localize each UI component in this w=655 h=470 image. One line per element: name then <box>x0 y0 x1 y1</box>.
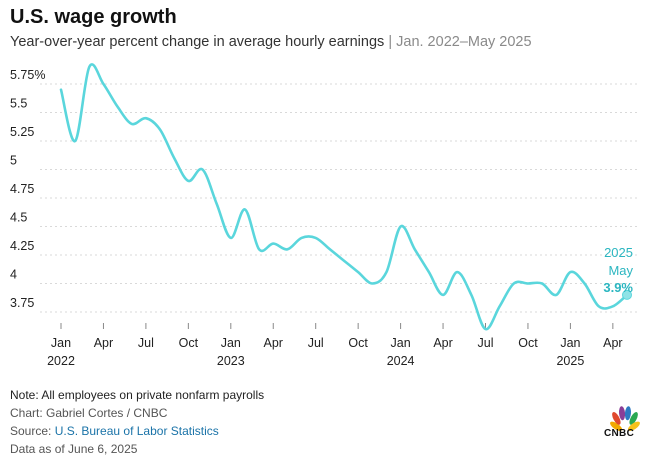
y-tick-label: 4 <box>10 268 17 282</box>
x-tick-month: Oct <box>518 336 538 350</box>
x-tick-month: Apr <box>603 336 622 350</box>
chart-subtitle: Year-over-year percent change in average… <box>10 34 532 50</box>
line-chart: 5.75% 5.5 5.25 5 4.75 4.5 4.25 4 3.75 Jan 2022 Apr… <box>10 63 640 368</box>
peacock-logo-icon <box>610 406 640 432</box>
y-axis-ticks: 5.75% 5.5 5.25 5 4.75 4.5 4.25 4 3.75 <box>10 68 45 310</box>
source-prefix: Source: <box>10 424 52 438</box>
x-axis-ticks: Jan 2022 Apr Jul Oct Jan 2023 Apr Jul Oct Jan 2024 A… <box>47 323 623 368</box>
footnote: Note: All employees on private nonfarm p… <box>10 388 265 402</box>
x-tick-month: Apr <box>264 336 283 350</box>
y-tick-label: 4.25 <box>10 239 34 253</box>
x-tick-month: Jul <box>138 336 154 350</box>
logo-wordmark: CNBC <box>604 428 635 439</box>
x-tick-month: Jul <box>478 336 494 350</box>
series-line <box>59 63 629 331</box>
annotation-value: 3.9% <box>603 280 633 295</box>
end-annotation: 2025 May 3.9% <box>603 245 633 295</box>
y-tick-label: 5.25 <box>10 125 34 139</box>
gridlines <box>40 83 640 313</box>
x-tick-month: Apr <box>94 336 113 350</box>
y-tick-label: 3.75 <box>10 296 34 310</box>
x-tick-month: Jan <box>560 336 580 350</box>
series-line-layer <box>59 63 632 331</box>
annotation-year: 2025 <box>604 245 633 260</box>
subtitle-date-range: Jan. 2022–May 2025 <box>396 34 532 50</box>
x-tick-month: Jan <box>51 336 71 350</box>
y-tick-label: 5.75% <box>10 68 45 82</box>
subtitle-separator: | <box>388 34 393 50</box>
annotation-month: May <box>608 263 633 278</box>
y-tick-label: 4.75 <box>10 182 34 196</box>
source-line: Source: U.S. Bureau of Labor Statistics <box>10 424 219 438</box>
chart-title: U.S. wage growth <box>10 6 177 28</box>
x-tick-month: Jul <box>308 336 324 350</box>
x-tick-year: 2025 <box>556 354 584 368</box>
x-tick-year: 2024 <box>387 354 415 368</box>
x-tick-month: Jan <box>391 336 411 350</box>
x-tick-month: Apr <box>433 336 452 350</box>
subtitle-text: Year-over-year percent change in average… <box>10 34 385 50</box>
y-tick-label: 4.5 <box>10 211 27 225</box>
y-tick-label: 5.5 <box>10 97 27 111</box>
x-tick-month: Jan <box>221 336 241 350</box>
y-tick-label: 5 <box>10 154 17 168</box>
x-tick-year: 2023 <box>217 354 245 368</box>
x-tick-month: Oct <box>179 336 199 350</box>
x-tick-year: 2022 <box>47 354 75 368</box>
x-tick-month: Oct <box>348 336 368 350</box>
source-link[interactable]: U.S. Bureau of Labor Statistics <box>54 424 219 438</box>
data-date: Data as of June 6, 2025 <box>10 442 138 456</box>
last-point-marker <box>622 289 632 300</box>
chart-credit: Chart: Gabriel Cortes / CNBC <box>10 406 168 420</box>
